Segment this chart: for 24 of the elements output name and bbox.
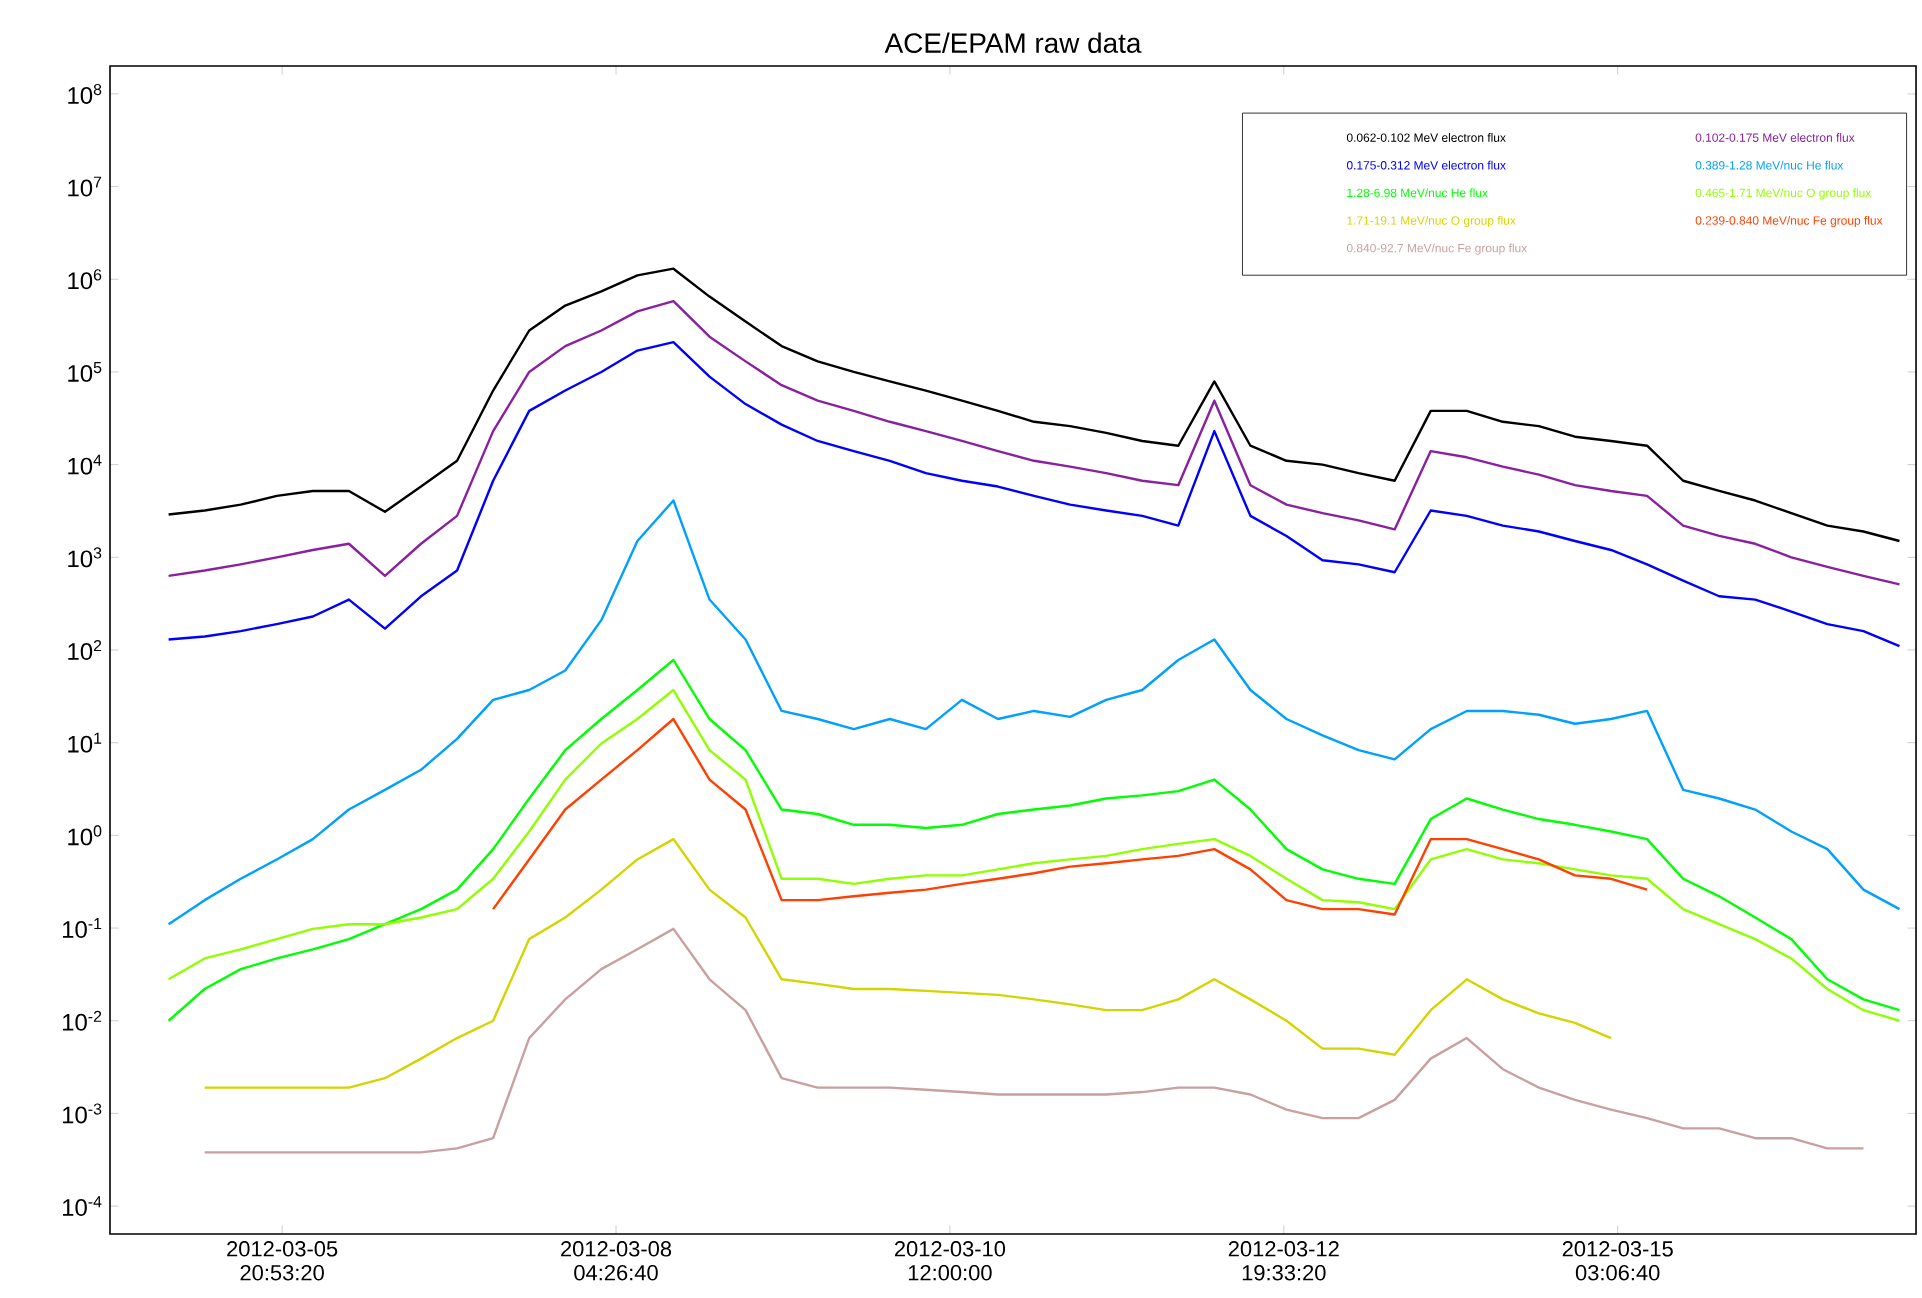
y-tick-label: 10$^{-3}$ <box>63 1103 102 1124</box>
y-tick-label: 10$^{3}$ <box>68 547 102 568</box>
line-series <box>167 299 1901 586</box>
y-tick-label: 10$^{1}$ <box>68 732 102 753</box>
y-tick-label: 10$^{8}$ <box>68 83 102 104</box>
y-tick-label: 10$^{4}$ <box>68 454 102 475</box>
y-tick-label: 10$^{2}$ <box>68 639 102 660</box>
y-tick-label: 10$^{6}$ <box>68 269 102 290</box>
y-tick-label: 10$^{-1}$ <box>63 918 102 938</box>
line-series <box>167 499 1901 926</box>
y-tick-label: 10$^{7}$ <box>68 176 102 197</box>
x-tick-label: 2012-03-05 20:53:20 <box>227 1241 338 1281</box>
y-tick-label: 10$^{-2}$ <box>63 1010 102 1031</box>
x-tick-label: 2012-03-15 03:06:40 <box>1562 1241 1673 1281</box>
y-tick-label: 10$^{5}$ <box>68 362 102 382</box>
line-series <box>491 717 1649 916</box>
line-series <box>167 340 1901 648</box>
y-tick-label: 10$^{0}$ <box>68 825 102 846</box>
chart-title: ACE/EPAM raw data <box>884 32 1142 54</box>
x-tick-label: 2012-03-12 19:33:20 <box>1228 1241 1339 1281</box>
line-series <box>167 267 1901 543</box>
y-tick-label: 10$^{-4}$ <box>63 1196 102 1217</box>
x-tick-label: 2012-03-10 12:00:00 <box>894 1241 1006 1281</box>
x-tick-label: 2012-03-08 04:26:40 <box>561 1241 672 1281</box>
